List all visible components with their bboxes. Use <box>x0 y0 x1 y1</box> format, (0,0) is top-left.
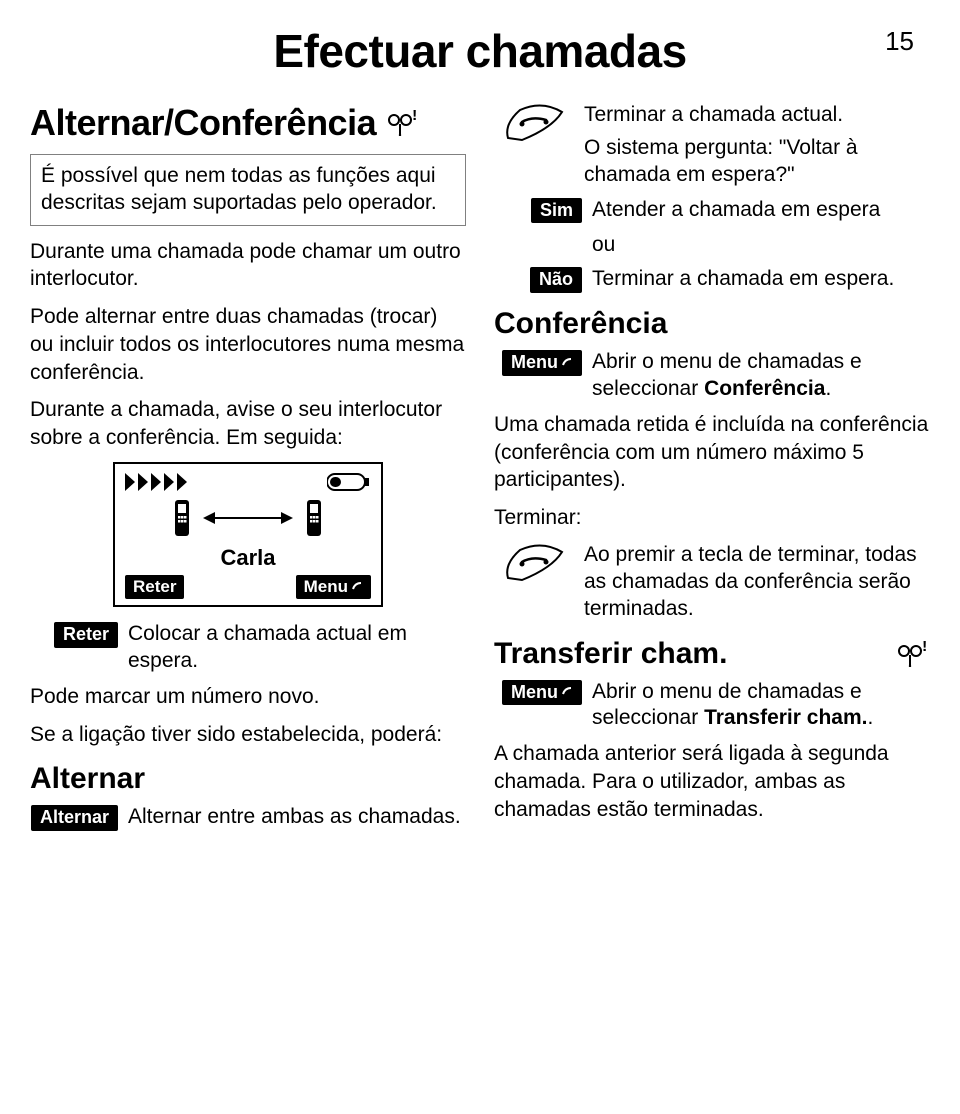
handset-left-icon <box>169 498 195 543</box>
menu-softkey-transfer: Menu <box>502 680 582 706</box>
page-number: 15 <box>885 26 914 57</box>
para-if-connected: Se a ligação tiver sido estabelecida, po… <box>30 721 466 749</box>
signal-icon <box>125 473 191 491</box>
screen-right-softkey-text: Menu <box>304 577 348 597</box>
left-column: Alternar/Conferência ! É possível que ne… <box>30 102 466 839</box>
heading-alternar-text: Alternar/Conferência <box>30 102 376 144</box>
screen-left-softkey: Reter <box>125 575 184 599</box>
no-softkey: Não <box>530 267 582 293</box>
battery-icon <box>327 472 371 492</box>
hold-softkey: Reter <box>54 622 118 648</box>
swap-text: Alternar entre ambas as chamadas. <box>128 804 466 831</box>
page-title: Efectuar chamadas <box>30 24 930 78</box>
menu-softkey-conf: Menu <box>502 350 582 376</box>
screen-right-softkey: Menu <box>296 575 371 599</box>
conf-menu-text-c: . <box>825 377 831 400</box>
end-call-text2: O sistema pergunta: "Voltar à chamada em… <box>584 135 930 189</box>
menu-softkey-conf-text: Menu <box>511 352 558 374</box>
handset-right-icon <box>301 498 327 543</box>
operator-icon: ! <box>386 110 420 136</box>
heading-conference: Conferência <box>494 307 930 341</box>
conf-para: Uma chamada retida é incluída na conferê… <box>494 411 930 494</box>
para-swap-include: Pode alternar entre duas chamadas (troca… <box>30 303 466 386</box>
yes-softkey: Sim <box>531 198 582 224</box>
para-dial-new: Pode marcar um número novo. <box>30 683 466 711</box>
right-column: Terminar a chamada actual. O sistema per… <box>494 102 930 839</box>
heading-swap: Alternar <box>30 762 466 796</box>
para-call-other: Durante uma chamada pode chamar um outro… <box>30 238 466 293</box>
end-key-icon <box>494 102 574 144</box>
heading-transfer-text: Transferir cham. <box>494 637 727 671</box>
transfer-para: A chamada anterior será ligada à segunda… <box>494 740 930 823</box>
conf-menu-text: Abrir o menu de chamadas e seleccionar C… <box>592 349 930 403</box>
conf-menu-text-b: Conferência <box>704 377 825 400</box>
svg-text:!: ! <box>412 110 417 124</box>
swap-softkey: Alternar <box>31 805 118 831</box>
yes-text: Atender a chamada em espera <box>592 198 880 221</box>
transfer-menu-text-c: . <box>867 706 873 729</box>
transfer-menu-text: Abrir o menu de chamadas e seleccionar T… <box>592 679 930 733</box>
or-text: ou <box>592 232 930 259</box>
transfer-menu-text-b: Transferir cham. <box>704 706 867 729</box>
hold-text: Colocar a chamada actual em espera. <box>128 621 466 675</box>
end-call-text1: Terminar a chamada actual. <box>584 102 930 129</box>
terminate-text: Ao premir a tecla de terminar, todas as … <box>584 542 930 623</box>
menu-softkey-transfer-text: Menu <box>511 682 558 704</box>
para-inform: Durante a chamada, avise o seu interlocu… <box>30 396 466 451</box>
operator-note: É possível que nem todas as funções aqui… <box>30 154 466 226</box>
terminate-label: Terminar: <box>494 504 930 532</box>
no-text: Terminar a chamada em espera. <box>592 266 930 293</box>
swap-arrow-icon <box>203 507 293 534</box>
phone-screen: Carla Reter Menu <box>113 462 383 607</box>
heading-transfer: Transferir cham. ! <box>494 637 930 671</box>
caller-name: Carla <box>125 545 371 571</box>
end-key-icon-2 <box>494 542 574 584</box>
heading-alternar: Alternar/Conferência ! <box>30 102 466 144</box>
operator-icon-2: ! <box>896 641 930 667</box>
svg-text:!: ! <box>922 641 927 655</box>
